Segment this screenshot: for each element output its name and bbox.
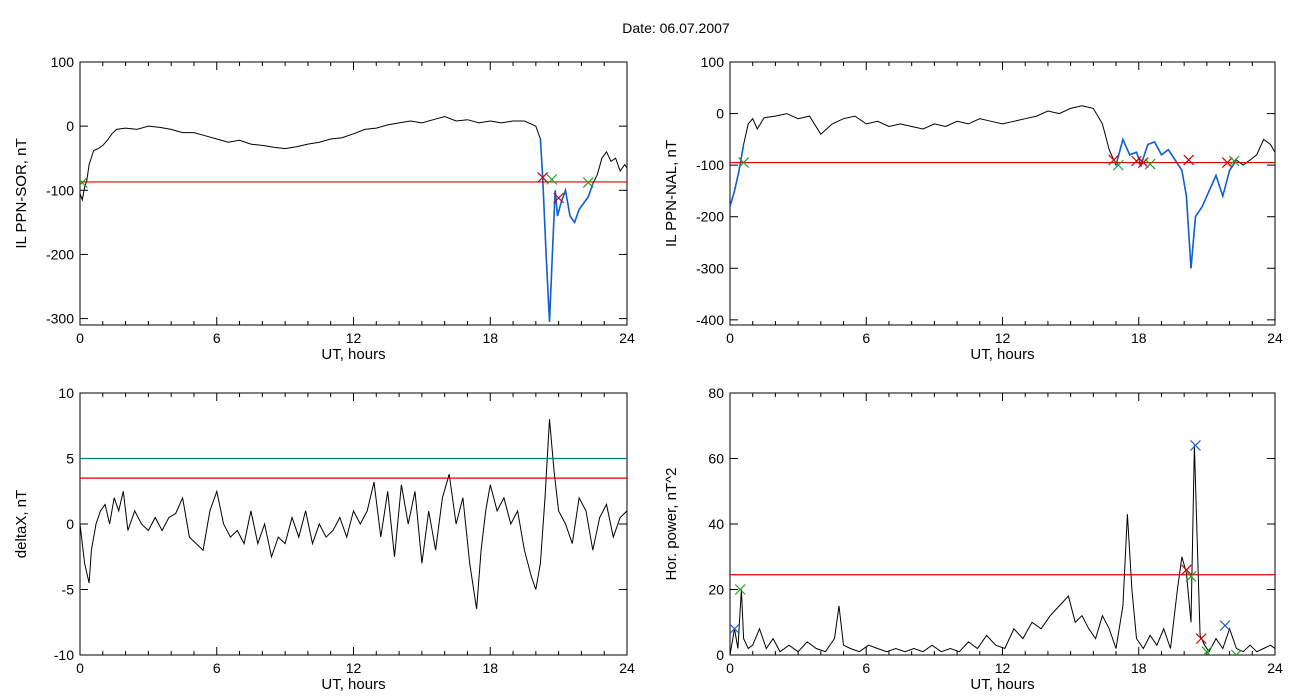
y-tick-label: -300 <box>696 260 724 276</box>
x-tick-label: 6 <box>213 660 221 676</box>
x-marker <box>1181 564 1192 576</box>
x-tick-label: 24 <box>619 330 635 346</box>
x-marker <box>546 173 558 185</box>
y-tick-label: -100 <box>696 157 724 173</box>
y-tick-label: 40 <box>708 516 724 532</box>
x-tick-label: 0 <box>76 660 84 676</box>
x-tick-label: 18 <box>482 660 498 676</box>
x-marker <box>1185 570 1197 582</box>
x-axis-label: UT, hours <box>970 676 1034 693</box>
x-tick-label: 24 <box>619 660 635 676</box>
x-marker <box>1221 157 1233 168</box>
highlight-segment <box>1115 137 1238 269</box>
highlight-segment <box>730 144 745 207</box>
x-marker <box>1201 646 1213 655</box>
y-tick-label: 0 <box>66 516 74 532</box>
y-tick-label: -100 <box>46 182 74 198</box>
chart-p1: 0 6 12 18 24 -300 -200 -100 0 100 UT, hours IL PPN-… <box>13 54 635 363</box>
x-tick-label: 6 <box>213 330 221 346</box>
x-marker <box>1219 620 1231 631</box>
y-tick-label: -10 <box>54 647 74 663</box>
plot-area <box>80 115 627 322</box>
x-tick-label: 6 <box>862 330 870 346</box>
y-tick-label: 0 <box>66 118 74 134</box>
y-tick-label: 0 <box>716 647 724 663</box>
y-axis-label: IL PPN-SOR, nT <box>13 138 30 248</box>
y-tick-label: 5 <box>66 451 74 467</box>
y-tick-label: -400 <box>696 312 724 328</box>
y-tick-label: -5 <box>62 582 75 598</box>
x-marker <box>1137 157 1149 168</box>
series-line <box>80 419 627 610</box>
x-marker <box>80 177 88 189</box>
x-marker <box>1144 158 1156 170</box>
x-marker <box>1183 154 1195 166</box>
x-tick-label: 18 <box>482 330 498 346</box>
x-tick-label: 12 <box>995 330 1011 346</box>
x-tick-label: 12 <box>346 660 362 676</box>
x-tick-label: 24 <box>1267 660 1283 676</box>
x-marker <box>1228 155 1240 167</box>
plot-frame <box>79 392 628 656</box>
x-marker <box>738 157 750 168</box>
x-marker <box>582 177 594 189</box>
x-tick-label: 12 <box>995 660 1011 676</box>
x-marker <box>1131 155 1142 167</box>
x-tick-label: 24 <box>1267 330 1283 346</box>
plot-area <box>730 439 1275 655</box>
y-axis-label: IL PPN-NAL, nT <box>663 140 680 247</box>
plot-frame <box>79 61 628 326</box>
y-tick-label: 10 <box>58 385 74 401</box>
y-axis-label: Hor. power, nT^2 <box>663 468 680 581</box>
x-tick-label: 0 <box>76 330 84 346</box>
y-tick-label: 100 <box>51 54 75 70</box>
y-tick-label: 100 <box>701 54 725 70</box>
plot-frame <box>729 61 1276 326</box>
y-tick-label: 60 <box>708 451 724 467</box>
series-line <box>730 445 1275 655</box>
y-axis-label: deltaX, nT <box>13 490 30 558</box>
x-axis-label: UT, hours <box>321 676 385 693</box>
x-marker <box>1112 159 1124 171</box>
x-marker <box>537 172 549 183</box>
x-marker <box>734 584 746 595</box>
date-label: Date: 06.07.2007 <box>622 20 730 36</box>
plot-area <box>80 419 627 610</box>
x-tick-label: 18 <box>1131 660 1147 676</box>
x-marker <box>1190 439 1201 451</box>
y-tick-label: -300 <box>46 311 74 327</box>
x-marker <box>1195 633 1207 645</box>
chart-p3: 0 6 12 18 24 -10 -5 0 5 10 UT, hours deltaX, nT <box>13 385 635 693</box>
x-marker <box>730 623 740 635</box>
chart-p4: 0 6 12 18 24 0 20 40 60 80 UT, hours Hor. power, nT… <box>663 385 1283 693</box>
y-tick-label: -200 <box>46 246 74 262</box>
x-marker <box>553 192 565 204</box>
x-axis-label: UT, hours <box>970 346 1034 363</box>
highlight-segment <box>539 138 594 322</box>
y-tick-label: 80 <box>708 385 724 401</box>
y-tick-label: 20 <box>708 582 724 598</box>
y-tick-label: 0 <box>716 106 724 122</box>
plot-area <box>730 105 1275 269</box>
chart-p2: 0 6 12 18 24 -400 -300 -200 -100 0 100 UT, hours IL … <box>663 54 1283 363</box>
x-axis-label: UT, hours <box>321 346 385 363</box>
x-tick-label: 6 <box>862 660 870 676</box>
x-tick-label: 12 <box>346 330 362 346</box>
x-marker <box>1230 649 1242 655</box>
x-tick-label: 0 <box>726 330 734 346</box>
x-tick-label: 0 <box>726 660 734 676</box>
x-tick-label: 18 <box>1131 330 1147 346</box>
y-tick-label: -200 <box>696 209 724 225</box>
